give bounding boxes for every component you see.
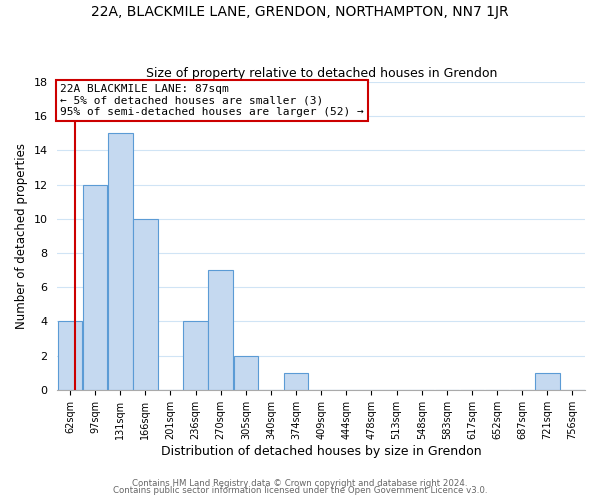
Text: Contains public sector information licensed under the Open Government Licence v3: Contains public sector information licen… [113, 486, 487, 495]
X-axis label: Distribution of detached houses by size in Grendon: Distribution of detached houses by size … [161, 444, 482, 458]
Text: 22A BLACKMILE LANE: 87sqm
← 5% of detached houses are smaller (3)
95% of semi-de: 22A BLACKMILE LANE: 87sqm ← 5% of detach… [60, 84, 364, 117]
Bar [133, 219, 158, 390]
Bar [535, 372, 560, 390]
Bar [208, 270, 233, 390]
Text: Contains HM Land Registry data © Crown copyright and database right 2024.: Contains HM Land Registry data © Crown c… [132, 478, 468, 488]
Bar [233, 356, 258, 390]
Bar [58, 322, 82, 390]
Y-axis label: Number of detached properties: Number of detached properties [15, 143, 28, 329]
Bar [183, 322, 208, 390]
Bar [108, 134, 133, 390]
Bar [83, 184, 107, 390]
Text: 22A, BLACKMILE LANE, GRENDON, NORTHAMPTON, NN7 1JR: 22A, BLACKMILE LANE, GRENDON, NORTHAMPTO… [91, 5, 509, 19]
Title: Size of property relative to detached houses in Grendon: Size of property relative to detached ho… [146, 66, 497, 80]
Bar [284, 372, 308, 390]
